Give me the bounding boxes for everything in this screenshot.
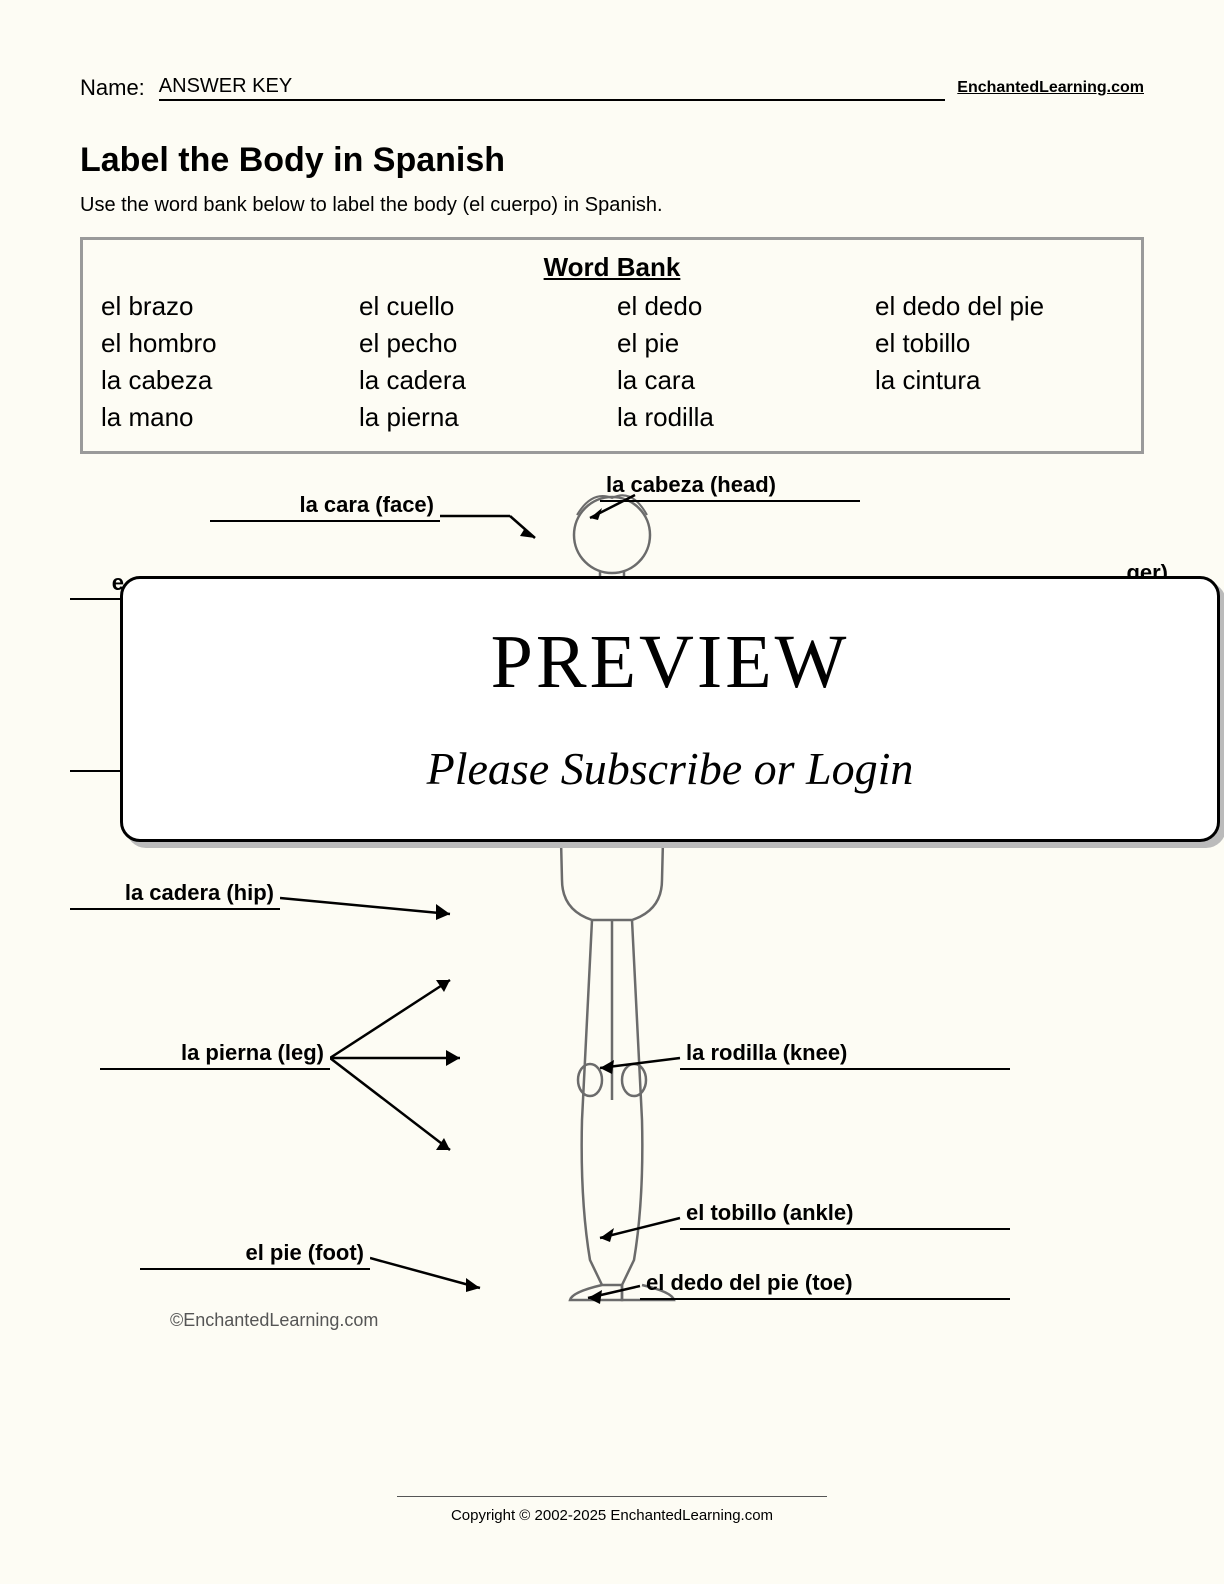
- label-la-pierna: la pierna (leg): [100, 1040, 330, 1070]
- wb-word: la cadera: [359, 365, 607, 396]
- wb-word: el pecho: [359, 328, 607, 359]
- name-label: Name:: [80, 75, 145, 101]
- label-el-pie: el pie (foot): [140, 1240, 370, 1270]
- wb-word: el tobillo: [875, 328, 1123, 359]
- label-el-dedo-del-pie: el dedo del pie (toe): [640, 1270, 1010, 1300]
- wb-word: la mano: [101, 402, 349, 433]
- arrow-icon: [580, 1278, 645, 1308]
- wb-word: el cuello: [359, 291, 607, 322]
- label-el-tobillo: el tobillo (ankle): [680, 1200, 1010, 1230]
- arrow-icon: [580, 490, 640, 530]
- wb-word: la rodilla: [617, 402, 865, 433]
- diagram-credit: ©EnchantedLearning.com: [170, 1310, 378, 1331]
- wb-word: la cara: [617, 365, 865, 396]
- wb-word: el pie: [617, 328, 865, 359]
- wb-word: el hombro: [101, 328, 349, 359]
- wb-word: el dedo del pie: [875, 291, 1123, 322]
- header-row: Name: ANSWER KEY EnchantedLearning.com: [80, 75, 1144, 101]
- label-la-cara: la cara (face): [210, 492, 440, 522]
- arrow-icon: [330, 970, 500, 1190]
- preview-subtitle: Please Subscribe or Login: [153, 742, 1187, 795]
- answer-key-text: ANSWER KEY: [159, 75, 292, 98]
- copyright-text: Copyright © 2002-2025 EnchantedLearning.…: [451, 1507, 773, 1524]
- preview-title: PREVIEW: [153, 619, 1187, 706]
- arrow-icon: [590, 1210, 685, 1250]
- page-title: Label the Body in Spanish: [80, 141, 1144, 180]
- wb-word: la cintura: [875, 365, 1123, 396]
- label-la-rodilla: la rodilla (knee): [680, 1040, 1010, 1070]
- wb-word: la cabeza: [101, 365, 349, 396]
- footer: Copyright © 2002-2025 EnchantedLearning.…: [0, 1496, 1224, 1524]
- site-link[interactable]: EnchantedLearning.com: [957, 79, 1144, 101]
- arrow-icon: [280, 890, 470, 930]
- preview-overlay: PREVIEW Please Subscribe or Login: [120, 576, 1220, 842]
- instructions: Use the word bank below to label the bod…: [80, 194, 1144, 217]
- name-line: ANSWER KEY: [159, 79, 946, 101]
- arrow-icon: [590, 1050, 685, 1080]
- word-bank-title: Word Bank: [101, 252, 1123, 283]
- arrow-icon: [440, 508, 540, 548]
- arrow-icon: [370, 1250, 500, 1300]
- wb-word: el dedo: [617, 291, 865, 322]
- label-la-cadera: la cadera (hip): [70, 880, 280, 910]
- wb-word: el brazo: [101, 291, 349, 322]
- wb-word: [875, 402, 1123, 433]
- diagram-area: la cara (face) la cabeza (head) e ger) n…: [80, 480, 1144, 1350]
- word-bank-grid: el brazo el cuello el dedo el dedo del p…: [101, 291, 1123, 433]
- wb-word: la pierna: [359, 402, 607, 433]
- word-bank: Word Bank el brazo el cuello el dedo el …: [80, 237, 1144, 454]
